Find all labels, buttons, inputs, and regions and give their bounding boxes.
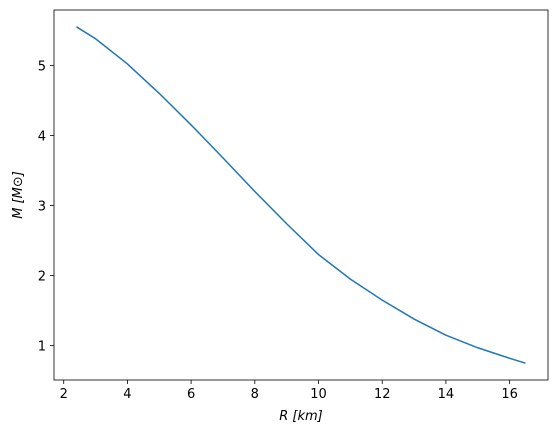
x-tick-label: 4: [123, 387, 131, 402]
y-tick-label: 1: [38, 340, 46, 355]
y-tick-label: 5: [38, 59, 46, 74]
y-tick-label: 2: [38, 270, 46, 285]
y-tick-label: 3: [38, 200, 46, 215]
y-tick-label: 4: [38, 129, 46, 144]
x-tick-label: 10: [310, 387, 327, 402]
y-axis-label: M [M⊙]: [11, 171, 26, 219]
x-tick-label: 12: [374, 387, 391, 402]
x-tick-label: 2: [60, 387, 68, 402]
line-series: [76, 26, 526, 364]
x-tick-label: 16: [501, 387, 518, 402]
plot-frame: [53, 9, 549, 381]
x-tick-label: 8: [251, 387, 259, 402]
x-axis-label: R [km]: [279, 409, 323, 424]
x-tick-label: 6: [187, 387, 195, 402]
x-tick-label: 14: [438, 387, 455, 402]
